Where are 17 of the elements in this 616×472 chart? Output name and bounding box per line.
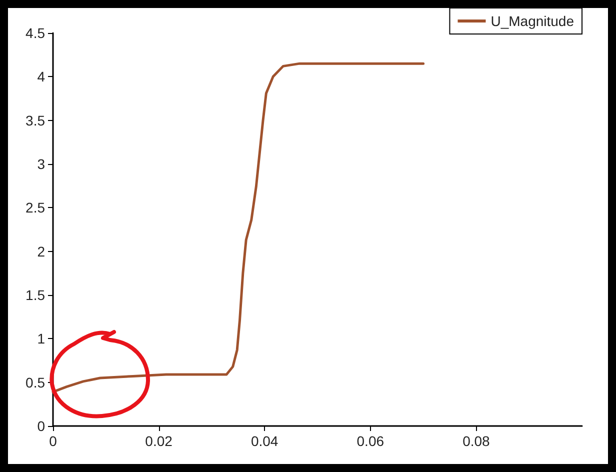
x-tick-label: 0.02 [145, 433, 173, 449]
x-tick-label: 0.08 [462, 433, 490, 449]
line-series [52, 62, 425, 394]
y-tick-label: 2 [37, 243, 46, 260]
x-tick-label: 0.06 [356, 433, 384, 449]
y-tick-label: 1 [37, 330, 46, 347]
y-tick-label: 0.5 [26, 374, 46, 390]
x-tick-label: 0 [49, 433, 58, 449]
x-tick-label: 0.04 [250, 433, 278, 449]
y-tick-label: 4.5 [26, 25, 46, 41]
y-tick-label: 3 [37, 156, 46, 172]
y-tick-label: 0 [37, 418, 46, 434]
y-tick-label: 2.5 [26, 200, 46, 216]
y-tick-label: 1.5 [26, 287, 46, 303]
legend-label: U_Magnitude [490, 13, 574, 29]
y-tick-label: 4 [37, 68, 46, 85]
y-tick-label: 3.5 [26, 112, 46, 128]
